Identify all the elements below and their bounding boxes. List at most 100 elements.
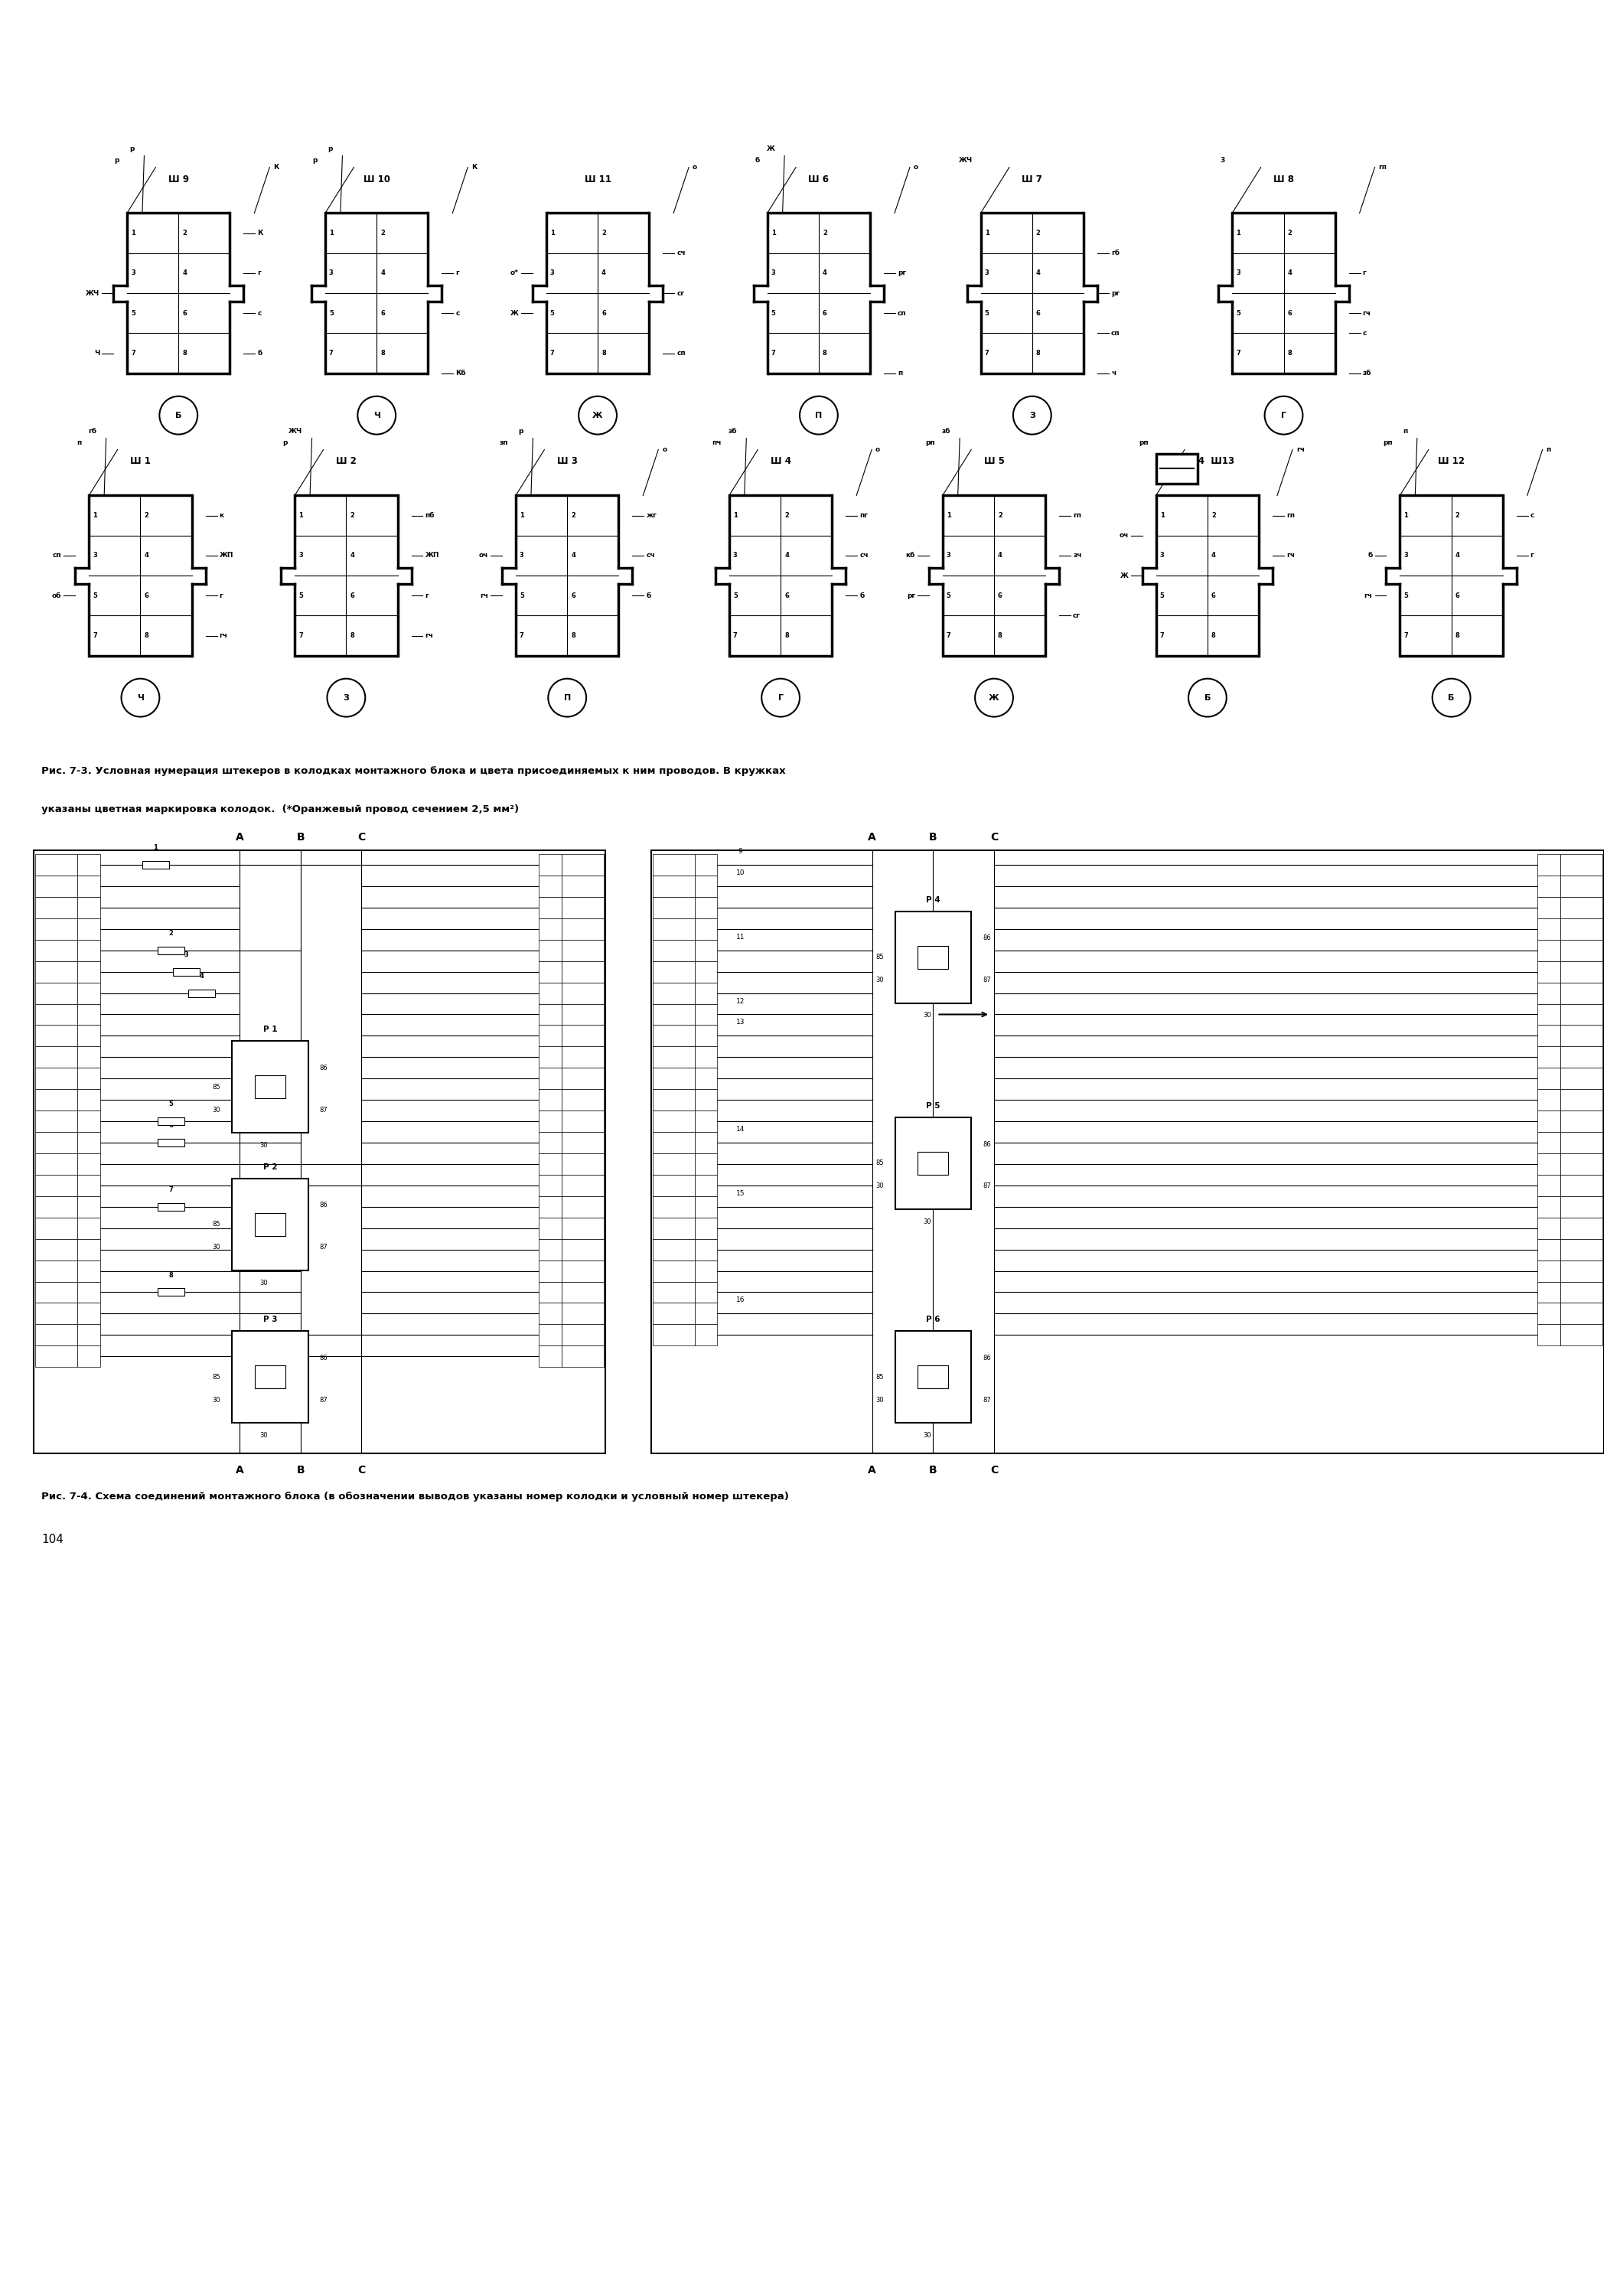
- Bar: [256, 1212, 284, 1235]
- Text: 3: 3: [519, 551, 524, 558]
- Text: Ш2: Ш2: [1575, 990, 1588, 996]
- Bar: [1560, 1196, 1602, 1217]
- Bar: [652, 1240, 694, 1261]
- Bar: [538, 962, 562, 983]
- Text: Ш11: Ш11: [665, 946, 681, 953]
- Bar: [157, 946, 185, 955]
- Bar: [1560, 962, 1602, 983]
- Bar: [1560, 1111, 1602, 1132]
- Bar: [174, 969, 199, 976]
- Text: 30: 30: [212, 1107, 220, 1114]
- Bar: [538, 1088, 562, 1111]
- Bar: [35, 1281, 77, 1302]
- Text: 30: 30: [260, 1279, 268, 1286]
- Text: 1: 1: [130, 230, 135, 236]
- Text: 1: 1: [704, 1054, 709, 1061]
- Text: Ш4: Ш4: [669, 1267, 680, 1274]
- Text: гп: гп: [1379, 163, 1387, 170]
- Text: 6: 6: [1287, 310, 1292, 317]
- Text: Ш9: Ш9: [50, 1054, 61, 1061]
- Text: 6: 6: [169, 1123, 174, 1130]
- Text: Ш9: Ш9: [577, 969, 588, 976]
- Text: Ш5: Ш5: [1576, 1118, 1588, 1125]
- Text: 6: 6: [548, 1033, 553, 1040]
- Bar: [77, 918, 100, 939]
- Text: 6: 6: [548, 1267, 553, 1274]
- Text: 4: 4: [784, 551, 789, 558]
- Text: 3: 3: [550, 269, 554, 276]
- Text: ЖЧ: ЖЧ: [85, 289, 100, 296]
- Text: З: З: [344, 693, 349, 703]
- Bar: [694, 1003, 717, 1024]
- Text: Ш6: Ш6: [577, 1118, 588, 1125]
- Bar: [1560, 1003, 1602, 1024]
- Bar: [538, 1325, 562, 1345]
- Text: гч: гч: [480, 592, 489, 599]
- Bar: [35, 983, 77, 1003]
- Text: сп: сп: [1110, 331, 1120, 338]
- Bar: [694, 918, 717, 939]
- Text: 4: 4: [1548, 1010, 1551, 1017]
- Text: 5: 5: [733, 592, 738, 599]
- Text: Ш 5: Ш 5: [983, 457, 1004, 466]
- Bar: [1560, 1261, 1602, 1281]
- Bar: [652, 854, 694, 875]
- Circle shape: [1265, 397, 1303, 434]
- Text: 86: 86: [982, 1141, 992, 1148]
- Text: 2: 2: [548, 905, 553, 912]
- Bar: [1538, 1196, 1560, 1217]
- Text: Ш9: Ш9: [669, 1033, 680, 1040]
- Bar: [538, 983, 562, 1003]
- Bar: [538, 1024, 562, 1047]
- Text: Ш2: Ш2: [1575, 1311, 1588, 1318]
- Bar: [895, 912, 971, 1003]
- Bar: [157, 1288, 185, 1295]
- Bar: [918, 1366, 948, 1389]
- Text: Ш6: Ш6: [669, 990, 680, 996]
- Text: рп: рп: [1382, 439, 1392, 445]
- Bar: [562, 1325, 604, 1345]
- Text: Ш10: Ш10: [48, 905, 64, 912]
- Text: 2: 2: [1548, 1311, 1551, 1318]
- Bar: [538, 875, 562, 898]
- Text: 4: 4: [704, 1224, 709, 1231]
- Text: Ш5: Ш5: [669, 1139, 680, 1146]
- Bar: [1538, 854, 1560, 875]
- Text: 3: 3: [183, 951, 188, 957]
- Text: 30: 30: [922, 1013, 930, 1019]
- Bar: [77, 875, 100, 898]
- Text: 2: 2: [1037, 230, 1040, 236]
- Text: б: б: [257, 349, 262, 356]
- Text: гп: гп: [1073, 512, 1082, 519]
- Text: сп: сп: [53, 551, 61, 558]
- Bar: [77, 1068, 100, 1088]
- Bar: [143, 861, 169, 868]
- Text: 5: 5: [704, 1332, 709, 1339]
- Bar: [77, 1047, 100, 1068]
- Bar: [652, 1024, 694, 1047]
- Bar: [694, 1217, 717, 1240]
- Bar: [157, 1203, 185, 1210]
- Text: Ш3: Ш3: [669, 1118, 680, 1125]
- Text: Ш10: Ш10: [48, 1097, 64, 1104]
- Text: 7: 7: [1160, 631, 1163, 638]
- Text: 2: 2: [704, 1010, 709, 1017]
- Bar: [918, 1153, 948, 1176]
- Text: П: П: [564, 693, 570, 703]
- Text: 2: 2: [823, 230, 828, 236]
- Text: 1: 1: [1548, 1118, 1551, 1125]
- Text: 5: 5: [550, 310, 554, 317]
- Text: 8: 8: [1548, 882, 1551, 889]
- Text: 3: 3: [771, 269, 776, 276]
- Bar: [35, 1047, 77, 1068]
- Text: 2: 2: [381, 230, 386, 236]
- Text: Ш12: Ш12: [665, 1247, 681, 1254]
- Text: Ш 7: Ш 7: [1022, 174, 1043, 184]
- Bar: [694, 854, 717, 875]
- Text: Ш7: Ш7: [669, 1097, 680, 1104]
- Text: 4: 4: [998, 551, 1003, 558]
- Text: 8: 8: [169, 1272, 174, 1279]
- Text: 8: 8: [704, 1139, 709, 1146]
- Text: Ш1: Ш1: [50, 1118, 61, 1125]
- Text: 2: 2: [169, 930, 174, 937]
